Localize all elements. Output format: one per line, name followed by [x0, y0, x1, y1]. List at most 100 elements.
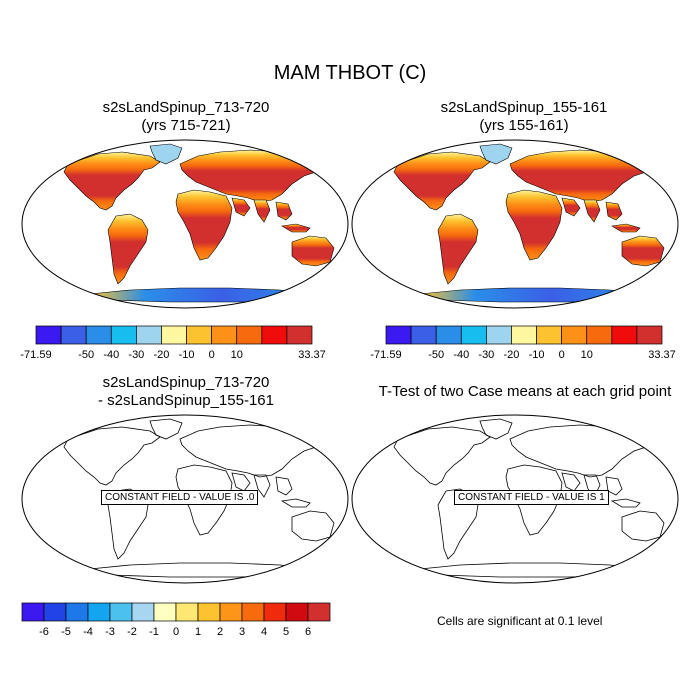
- land-arabia: [231, 197, 251, 217]
- map-panel-1: [21, 139, 349, 309]
- colorbar-box: [536, 325, 562, 345]
- colorbar-box: [219, 602, 243, 622]
- land-australia: [621, 235, 665, 267]
- colorbar-box: [175, 602, 199, 622]
- colorbar-box: [43, 602, 67, 622]
- land-australia: [291, 235, 335, 267]
- colorbar-label: -20: [154, 349, 170, 361]
- constant-field-label-panel-3: CONSTANT FIELD - VALUE IS .0: [101, 490, 259, 505]
- constant-field-label-panel-4: CONSTANT FIELD - VALUE IS 1: [454, 490, 609, 505]
- coastline-india: [253, 474, 271, 498]
- colorbar-label: -50: [78, 349, 94, 361]
- colorbar-label: -50: [428, 349, 444, 361]
- colorbar-label: 5: [283, 626, 289, 638]
- colorbar-box: [410, 325, 437, 345]
- coastline-northAmerica: [63, 426, 161, 486]
- coastline-northAmerica: [393, 426, 491, 486]
- land-southAmerica: [107, 213, 149, 285]
- colorbar-box: [161, 325, 187, 345]
- colorbar-box: [110, 325, 137, 345]
- colorbar-box: [511, 325, 537, 345]
- land-greenland: [149, 143, 183, 165]
- colorbar-box: [261, 325, 288, 345]
- colorbar-box: [307, 602, 331, 622]
- land-seAsia: [275, 201, 293, 221]
- colorbar-label: -6: [39, 626, 49, 638]
- colorbar-box: [109, 602, 133, 622]
- land-indonesia: [611, 223, 641, 233]
- land-antarctica: [419, 287, 641, 303]
- colorbar-label: 3: [239, 626, 245, 638]
- colorbar-box: [60, 325, 87, 345]
- colorbar-label: 6: [305, 626, 311, 638]
- colorbar-box: [586, 325, 613, 345]
- colorbar-box: [435, 325, 462, 345]
- colorbar-label: -10: [529, 349, 545, 361]
- coastline-arabia: [561, 472, 581, 492]
- colorbar-label: 0: [173, 626, 179, 638]
- coastline-arabia: [231, 472, 251, 492]
- colorbar-box: [236, 325, 263, 345]
- colorbar-box: [561, 325, 588, 345]
- colorbar-box: [197, 602, 221, 622]
- colorbar-box: [286, 325, 313, 345]
- colorbar-label: -40: [453, 349, 469, 361]
- colorbar-panel-2: -71.59 -50 -40 -30 -20 -10 0 10 33.37: [370, 325, 676, 361]
- colorbar-box: [263, 602, 287, 622]
- land-india: [253, 199, 271, 223]
- land-antarctica: [89, 287, 311, 303]
- coastline-antarctica: [419, 562, 642, 578]
- coastline-seAsia: [605, 476, 623, 496]
- significance-note: Cells are significant at 0.1 level: [437, 614, 603, 628]
- coastline-seAsia: [275, 476, 293, 496]
- panel-1-title-line2: (yrs 715-721): [141, 117, 231, 134]
- colorbar-box: [35, 325, 62, 345]
- colorbar-box: [460, 325, 487, 345]
- panel-1-title: s2sLandSpinup_713-720 (yrs 715-721): [23, 99, 349, 135]
- colorbar-box: [486, 325, 512, 345]
- panel-2-title: s2sLandSpinup_155-161 (yrs 155-161): [361, 99, 687, 135]
- colorbar-label: -30: [128, 349, 144, 361]
- colorbar-box: [136, 325, 162, 345]
- colorbar-label: 0: [209, 349, 215, 361]
- coastline-indonesia: [610, 498, 641, 508]
- map-border: [351, 139, 679, 309]
- colorbar-label: -40: [103, 349, 119, 361]
- land-greenland: [479, 143, 513, 165]
- land-indonesia: [281, 223, 311, 233]
- colorbar-box: [241, 602, 265, 622]
- colorbar-label: -2: [127, 626, 137, 638]
- panel-3-title: s2sLandSpinup_713-720 - s2sLandSpinup_15…: [23, 374, 349, 410]
- colorbar-label: -71.59: [20, 349, 51, 361]
- coastline-greenland: [149, 418, 183, 440]
- colorbar-label: 33.37: [648, 349, 676, 361]
- panel-1-title-line1: s2sLandSpinup_713-720: [102, 99, 270, 116]
- coastline-indonesia: [280, 498, 311, 508]
- land-africa: [175, 189, 233, 261]
- colorbar-box: [65, 602, 89, 622]
- colorbar-box: [285, 602, 309, 622]
- colorbar-label: -1: [149, 626, 159, 638]
- map-panel-2: [351, 139, 679, 309]
- colorbar-label: -5: [61, 626, 71, 638]
- figure-title: MAM THBOT (C): [273, 62, 427, 84]
- colorbar-label: -3: [105, 626, 115, 638]
- land-africa: [505, 189, 563, 261]
- map-border: [351, 414, 679, 584]
- colorbar-box: [131, 602, 155, 622]
- colorbar-box: [87, 602, 111, 622]
- colorbar-panel-1: -71.59 -50 -40 -30 -20 -10 0 10 33.37: [20, 325, 326, 361]
- colorbar-label: -4: [83, 626, 93, 638]
- panel-4-title-line1: T-Test of two Case means at each grid po…: [378, 383, 672, 400]
- land-southAmerica: [437, 213, 479, 285]
- colorbar-box: [186, 325, 212, 345]
- panel-2-title-line1: s2sLandSpinup_155-161: [440, 99, 608, 116]
- coastline-australia: [291, 510, 335, 542]
- panel-3-title-line1: s2sLandSpinup_713-720: [102, 374, 270, 391]
- coastline-europeAsia: [509, 424, 651, 478]
- colorbar-box: [636, 325, 663, 345]
- panel-3-title-line2: - s2sLandSpinup_155-161: [98, 392, 274, 409]
- coastline-greenland: [479, 418, 513, 440]
- colorbar-box: [153, 602, 177, 622]
- colorbar-label: -71.59: [370, 349, 401, 361]
